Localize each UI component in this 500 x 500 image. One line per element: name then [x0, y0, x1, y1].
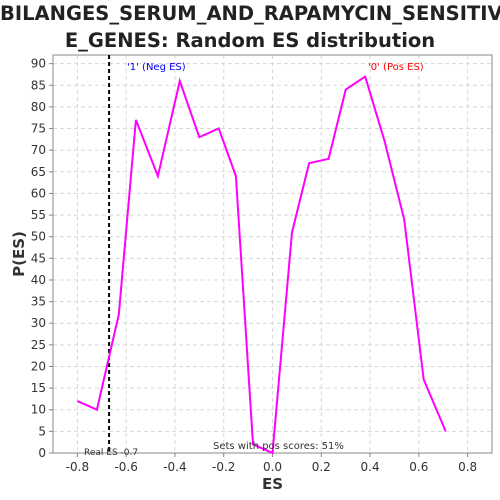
y-tick-label: 65	[31, 165, 46, 179]
series-line-random-es	[76, 75, 447, 455]
y-tick-label: 75	[31, 122, 46, 136]
y-tick-label: 10	[31, 403, 46, 417]
y-tick-label: 60	[31, 186, 46, 200]
x-tick-label: 0.8	[458, 460, 477, 474]
y-tick-label: 15	[31, 381, 46, 395]
x-tick-label: 0.6	[409, 460, 428, 474]
y-tick-label: 5	[38, 424, 46, 438]
y-tick-label: 90	[31, 57, 46, 71]
neg-es-label: '1' (Neg ES)	[127, 62, 186, 73]
x-tick-label: -0.4	[163, 460, 186, 474]
y-tick-label: 35	[31, 295, 46, 309]
y-axis-label: P(ES)	[10, 231, 28, 277]
y-tick-label: 45	[31, 251, 46, 265]
x-axis-label: ES	[262, 475, 283, 493]
y-tick-label: 0	[38, 446, 46, 460]
x-tick-label: -0.8	[66, 460, 89, 474]
y-tick-label: 70	[31, 143, 46, 157]
pos-es-label: '0' (Pos ES)	[368, 62, 424, 73]
real-es-label: Real ES -0.7	[84, 448, 138, 458]
chart-title-line-2: E_GENES: Random ES distribution	[64, 29, 436, 52]
y-tick-label: 55	[31, 208, 46, 222]
chart-title: BILANGES_SERUM_AND_RAPAMYCIN_SENSITIV E_…	[0, 0, 500, 54]
x-tick-label: -0.6	[114, 460, 137, 474]
x-tick-label: 0.0	[263, 460, 282, 474]
x-tick-label: 0.2	[312, 460, 331, 474]
x-axis-ticks: -0.8 -0.6 -0.4 -0.2 0.0 0.2 0.4 0.6 0.8	[66, 453, 477, 474]
y-tick-label: 40	[31, 273, 46, 287]
y-tick-label: 30	[31, 316, 46, 330]
y-tick-label: 20	[31, 359, 46, 373]
chart-title-line-1: BILANGES_SERUM_AND_RAPAMYCIN_SENSITIV	[0, 2, 500, 25]
x-tick-label: 0.4	[361, 460, 380, 474]
y-tick-label: 85	[31, 78, 46, 92]
y-tick-label: 25	[31, 338, 46, 352]
pos-scores-label: Sets with pos scores: 51%	[213, 441, 344, 452]
y-tick-label: 80	[31, 100, 46, 114]
y-axis-ticks: 0 5 10 15 20 25 30 35 40 45 50 55 60 65 70 75 80 85 90	[31, 57, 53, 460]
y-tick-label: 50	[31, 230, 46, 244]
grid-layer	[53, 55, 492, 454]
x-tick-label: -0.2	[212, 460, 235, 474]
